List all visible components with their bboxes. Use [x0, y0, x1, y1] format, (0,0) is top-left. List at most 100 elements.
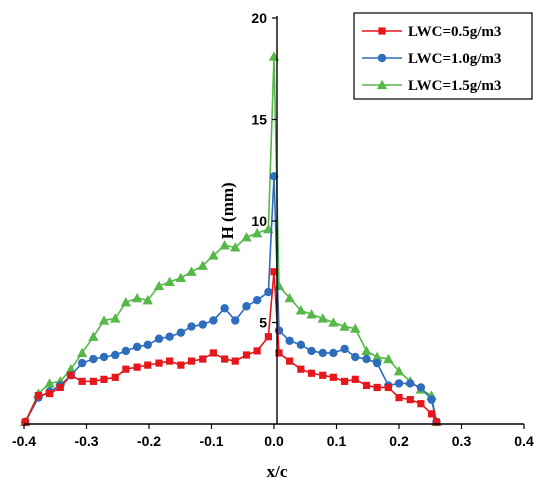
y-tick-label: 10 [251, 213, 267, 229]
data-point [34, 391, 42, 400]
x-tick-label: 0.2 [389, 433, 409, 449]
data-point [231, 316, 240, 325]
legend-marker [378, 27, 386, 35]
data-point [306, 309, 317, 319]
series-line-1 [24, 175, 438, 423]
data-point [176, 328, 186, 337]
data-point [131, 292, 143, 303]
data-point [362, 381, 371, 390]
x-axis-title: x/c [267, 462, 288, 481]
data-point [231, 357, 239, 365]
data-point [56, 383, 64, 392]
data-point [351, 375, 359, 383]
data-point [286, 357, 294, 365]
data-point [393, 366, 405, 376]
data-point [427, 395, 436, 404]
data-point [373, 383, 381, 392]
data-point [100, 375, 108, 383]
x-tick-label: -0.4 [12, 433, 36, 449]
series-0 [21, 268, 441, 426]
data-point [220, 304, 229, 313]
data-point [307, 369, 316, 377]
data-point [77, 358, 87, 368]
data-point [209, 316, 218, 325]
series-line-0 [24, 270, 438, 423]
data-point [270, 268, 278, 276]
data-point [78, 377, 86, 385]
data-point [155, 359, 163, 367]
data-point [21, 418, 29, 426]
data-point [219, 240, 230, 250]
y-axis-title: H (mm) [218, 182, 237, 239]
data-point [120, 297, 132, 307]
data-point [328, 317, 339, 327]
data-point [241, 232, 252, 242]
data-point [186, 266, 197, 276]
data-point [89, 377, 97, 385]
data-point [269, 172, 279, 181]
data-point [76, 347, 88, 358]
x-tick-label: 0.3 [452, 433, 472, 449]
data-point [329, 348, 338, 358]
data-point [209, 349, 217, 357]
data-point [187, 357, 196, 365]
data-point [417, 400, 425, 408]
data-point [383, 353, 394, 364]
data-point [67, 371, 75, 379]
x-tick-label: 0.0 [264, 433, 284, 449]
data-point [307, 346, 316, 356]
data-point [395, 394, 403, 402]
data-point [144, 361, 152, 369]
data-point [164, 276, 175, 287]
data-point [121, 346, 131, 356]
x-tick-label: -0.1 [199, 433, 223, 449]
data-point [111, 350, 120, 360]
legend-label: LWC=1.0g/m3 [408, 51, 501, 67]
legend-item-2: LWC=1.5g/m3 [362, 78, 501, 94]
data-point [110, 313, 121, 323]
data-point [253, 347, 261, 355]
data-point [208, 250, 219, 260]
legend: LWC=0.5g/m3 LWC=1.0g/m3 LWC=1.5g/m3 [353, 12, 533, 100]
data-point [122, 365, 130, 373]
x-tick-label: 0.1 [327, 433, 347, 449]
data-point [242, 302, 251, 311]
data-point [361, 345, 372, 356]
data-point [295, 305, 307, 315]
data-point [350, 323, 361, 333]
data-point [339, 321, 350, 331]
data-point [362, 354, 371, 364]
legend-item-1: LWC=1.0g/m3 [362, 51, 501, 67]
data-point [230, 242, 241, 252]
series-layer [20, 51, 442, 427]
x-tick-label: -0.3 [74, 433, 98, 449]
legend-marker [377, 53, 387, 63]
data-point [99, 352, 109, 362]
data-point [296, 340, 306, 350]
legend-label: LWC=1.5g/m3 [408, 78, 501, 94]
legend-marker [376, 79, 388, 90]
data-point [143, 340, 152, 350]
legend-label: LWC=0.5g/m3 [408, 24, 501, 40]
data-point [351, 352, 360, 362]
data-point [341, 377, 349, 385]
data-point [275, 349, 283, 357]
data-point [384, 383, 392, 392]
data-point [264, 333, 272, 341]
data-point [199, 355, 207, 363]
data-point [88, 331, 99, 341]
data-point [284, 292, 295, 303]
data-point [264, 287, 273, 297]
data-point [318, 348, 327, 358]
series-line-2 [24, 55, 438, 423]
data-point [166, 357, 174, 365]
y-tick-label: 15 [251, 112, 267, 128]
y-tick-label: 5 [259, 315, 267, 331]
data-point [46, 389, 54, 398]
data-point [177, 361, 185, 369]
data-point [175, 272, 187, 282]
data-point [65, 363, 77, 374]
data-point [406, 396, 414, 404]
legend-item-0: LWC=0.5g/m3 [362, 24, 501, 40]
